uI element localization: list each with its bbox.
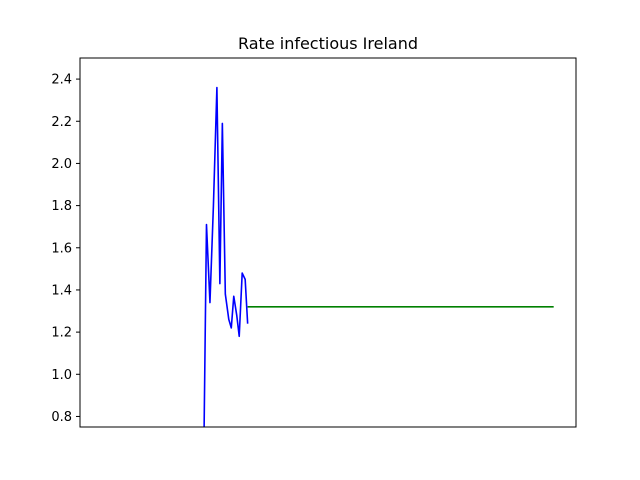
y-tick-label: 2.2: [51, 115, 72, 130]
series-layer: [203, 86, 554, 427]
chart-title: Rate infectious Ireland: [238, 34, 418, 53]
plot-frame: [79, 57, 577, 428]
y-tick-label: 0.8: [51, 410, 72, 425]
y-axis: 0.8 1.0 1.2 1.4 1.6 1.8 2.0 2.2 2.4: [51, 73, 80, 425]
y-tick-label: 2.4: [51, 73, 72, 88]
y-tick-label: 1.8: [51, 199, 72, 214]
y-tick-label: 1.2: [51, 326, 72, 341]
y-tick-label: 1.6: [51, 241, 72, 256]
series-line-1: [203, 86, 249, 427]
y-tick-label: 2.0: [51, 157, 72, 172]
y-tick-label: 1.4: [51, 283, 72, 298]
y-tick-label: 1.0: [51, 368, 72, 383]
